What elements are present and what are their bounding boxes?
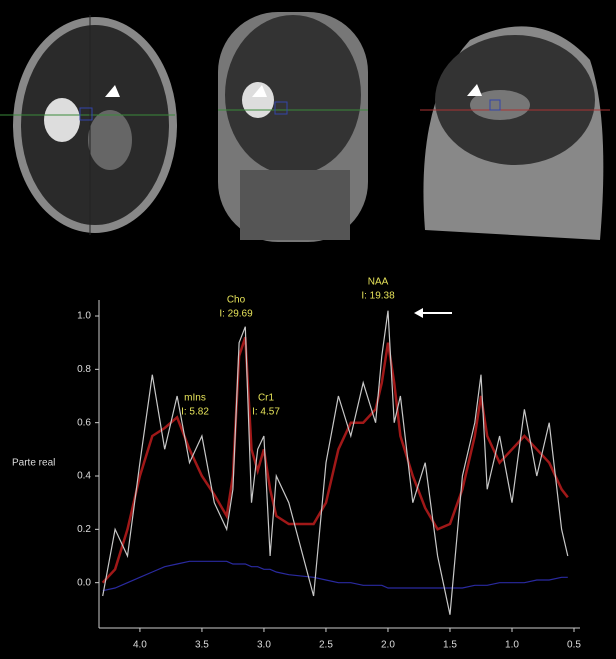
peak-integral: I: 29.69 (219, 309, 253, 320)
y-tick-label: 0.0 (77, 577, 91, 588)
x-tick-label: 2.0 (381, 640, 395, 651)
x-tick-label: 1.5 (443, 640, 457, 651)
page: {"chart_data": {"type": "line", "y_label… (0, 0, 616, 659)
tissue (88, 110, 132, 170)
peak-name: Cho (227, 295, 246, 306)
peak-integral: I: 5.82 (181, 407, 209, 418)
lesion (242, 82, 274, 118)
peak-name: mIns (184, 393, 206, 404)
lesion (44, 98, 80, 142)
x-tick-label: 4.0 (133, 640, 147, 651)
x-tick-label: 0.5 (567, 640, 581, 651)
peak-integral: I: 19.38 (361, 291, 395, 302)
coronal-mri (218, 12, 368, 242)
y-tick-label: 0.2 (77, 524, 91, 535)
y-tick-label: 0.8 (77, 364, 91, 375)
peak-name: NAA (368, 277, 389, 288)
y-tick-label: 0.4 (77, 471, 91, 482)
figure: Parte real 0.0 0.2 0.4 0.6 0.8 1.0 4.0 3.5 3.0 2.… (0, 0, 616, 659)
neck (240, 170, 350, 240)
peak-name: Cr1 (258, 393, 275, 404)
x-tick-label: 3.5 (195, 640, 209, 651)
y-tick-label: 1.0 (77, 311, 91, 322)
y-axis-label: Parte real (12, 458, 55, 469)
x-tick-label: 2.5 (319, 640, 333, 651)
peak-integral: I: 4.57 (252, 407, 280, 418)
x-tick-label: 1.0 (505, 640, 519, 651)
y-tick-label: 0.6 (77, 417, 91, 428)
x-tick-label: 3.0 (257, 640, 271, 651)
